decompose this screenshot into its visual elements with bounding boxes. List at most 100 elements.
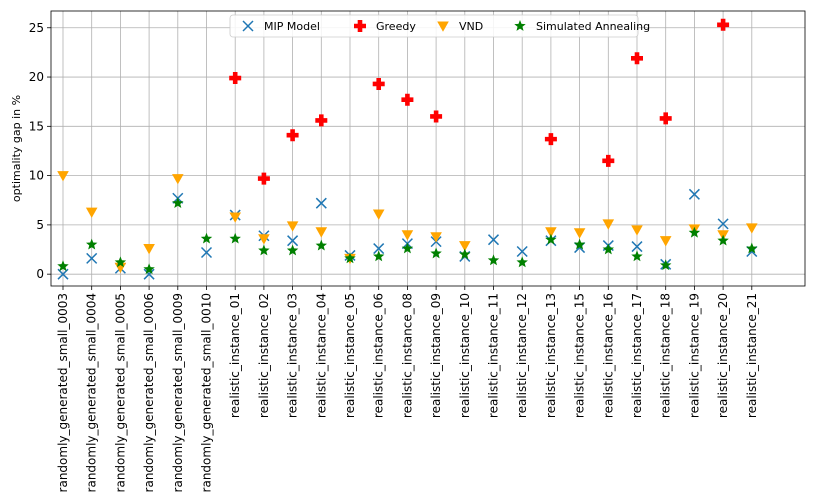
data-point (717, 18, 730, 31)
x-tick-label: realistic_instance_02 (257, 293, 271, 418)
data-point (544, 133, 557, 146)
legend-label: VND (459, 20, 483, 33)
data-point (631, 225, 643, 236)
data-point (258, 234, 270, 245)
data-point (286, 129, 299, 142)
data-point (459, 241, 471, 252)
data-point (229, 212, 241, 223)
x-tick-label: realistic_instance_21 (745, 293, 759, 418)
legend-marker (437, 21, 449, 32)
series-simulated-annealing (57, 197, 758, 275)
data-point (746, 242, 758, 254)
data-point (315, 227, 328, 238)
data-point (258, 244, 270, 256)
plot-frame (50, 10, 806, 287)
data-point (688, 188, 700, 200)
x-stroke (516, 245, 528, 258)
y-tick-label: 20 (29, 70, 44, 84)
data-point (487, 234, 500, 246)
legend-marker (354, 20, 366, 32)
data-point (373, 243, 385, 255)
data-point (401, 230, 414, 241)
data-point (602, 219, 615, 230)
x-tick-label: realistic_instance_19 (687, 293, 701, 418)
x-tick-label: realistic_instance_03 (286, 293, 300, 418)
x-stroke (242, 20, 254, 32)
series-greedy (229, 18, 730, 185)
x-tick-label: realistic_instance_10 (458, 293, 472, 418)
x-tick-label: randomly_generated_small_0005 (113, 293, 127, 492)
x-tick-label: randomly_generated_small_0004 (85, 293, 99, 492)
x-tick-label: randomly_generated_small_0010 (200, 293, 214, 492)
data-point (85, 238, 98, 250)
data-point (286, 221, 299, 232)
x-tick-label: realistic_instance_20 (716, 293, 730, 418)
x-stroke (717, 218, 729, 230)
data-point (200, 232, 213, 244)
data-point (545, 227, 557, 238)
data-point (401, 93, 414, 106)
y-tick-label: 15 (29, 119, 44, 133)
data-point (631, 52, 643, 65)
data-point (573, 228, 586, 239)
data-point (459, 248, 471, 260)
data-point (286, 244, 299, 256)
data-point (229, 72, 242, 85)
data-point (315, 197, 327, 209)
data-point (287, 235, 299, 247)
data-point (86, 252, 98, 264)
data-point (372, 209, 385, 220)
y-tick-label: 10 (29, 169, 44, 183)
data-point (573, 238, 586, 250)
data-point (344, 252, 356, 264)
data-point (315, 114, 328, 127)
data-point (57, 260, 69, 272)
legend-box (229, 14, 639, 38)
legend-label: MIP Model (264, 20, 320, 33)
data-point (688, 226, 701, 238)
x-stroke (373, 243, 385, 255)
data-point (516, 256, 528, 268)
x-tick-label: realistic_instance_15 (573, 293, 587, 418)
data-point (143, 244, 155, 255)
x-tick-label: realistic_instance_06 (372, 293, 386, 418)
x-stroke (487, 234, 500, 246)
data-point (143, 263, 155, 275)
data-point (487, 254, 500, 266)
legend-marker (242, 20, 254, 32)
data-point (200, 246, 213, 259)
x-stroke (86, 252, 98, 264)
y-tick-label: 25 (29, 21, 44, 35)
data-point (430, 247, 442, 259)
x-tick-label: realistic_instance_13 (544, 293, 558, 418)
y-tick-label: 5 (36, 218, 44, 232)
x-axis: randomly_generated_small_0003 randomly_ge… (56, 286, 759, 492)
data-point (430, 232, 442, 243)
data-point (545, 233, 557, 245)
data-point (516, 245, 528, 258)
x-stroke (143, 268, 155, 280)
x-stroke (200, 246, 213, 259)
x-tick-label: realistic_instance_08 (400, 293, 414, 418)
y-axis: 0 5 10 15 20 25 (29, 21, 51, 281)
data-point (257, 172, 270, 185)
data-point (172, 197, 184, 209)
x-stroke (315, 197, 327, 209)
data-point (315, 239, 328, 251)
legend-label: Greedy (376, 20, 416, 33)
data-point (631, 250, 643, 262)
x-tick-label: randomly_generated_small_0006 (142, 293, 156, 492)
y-axis-label: optimality gap in % (10, 95, 23, 202)
x-tick-label: realistic_instance_18 (659, 293, 673, 418)
x-tick-label: randomly_generated_small_0003 (56, 293, 70, 492)
data-point (372, 77, 385, 90)
data-point (659, 236, 672, 247)
data-point (717, 234, 729, 246)
data-point (659, 259, 672, 271)
legend: MIP Model Greedy VND Simulated Annealing (229, 14, 650, 38)
data-point (143, 268, 155, 280)
data-point (229, 232, 241, 244)
x-tick-label: realistic_instance_11 (487, 293, 501, 418)
